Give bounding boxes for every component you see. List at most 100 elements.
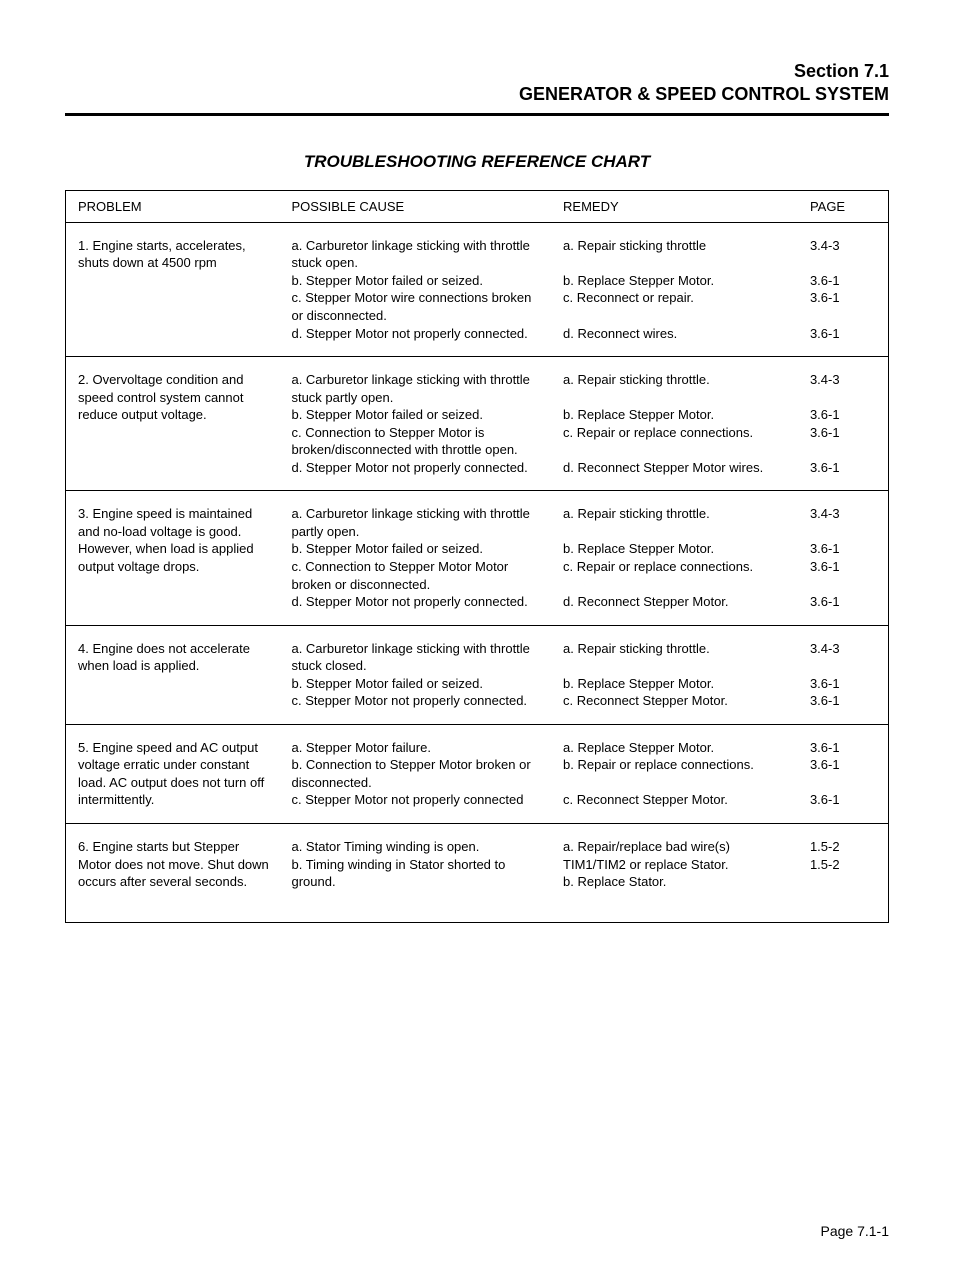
cause-item: d. Stepper Motor not properly connected. — [291, 325, 541, 343]
table-row: 4. Engine does not accelerate when load … — [66, 625, 889, 724]
cell-problem: 5. Engine speed and AC output voltage er… — [66, 724, 280, 823]
spacer — [563, 441, 788, 459]
spacer — [563, 576, 788, 594]
remedy-item: c. Repair or replace connections. — [563, 558, 788, 576]
cause-item: c. Connection to Stepper Motor Motor bro… — [291, 558, 541, 593]
page-ref-item: 3.6-1 — [810, 424, 878, 442]
section-title: GENERATOR & SPEED CONTROL SYSTEM — [65, 83, 889, 106]
remedy-item: b. Replace Stepper Motor. — [563, 272, 788, 290]
page-ref-item: 3.4-3 — [810, 237, 878, 255]
remedy-item: c. Reconnect or repair. — [563, 289, 788, 307]
cell-page: 3.6-13.6-1 3.6-1 — [798, 724, 889, 823]
page-ref-item: 3.6-1 — [810, 406, 878, 424]
table-row: 6. Engine starts but Stepper Motor does … — [66, 824, 889, 923]
table-header-row: PROBLEM POSSIBLE CAUSE REMEDY PAGE — [66, 190, 889, 222]
cause-item: c. Stepper Motor not properly connected. — [291, 692, 541, 710]
remedy-item: c. Reconnect Stepper Motor. — [563, 791, 788, 809]
spacer — [810, 523, 878, 541]
page-header: Section 7.1 GENERATOR & SPEED CONTROL SY… — [65, 60, 889, 116]
cause-item: c. Stepper Motor not properly connected — [291, 791, 541, 809]
page-ref-item: 3.4-3 — [810, 640, 878, 658]
page-ref-item: 3.6-1 — [810, 739, 878, 757]
spacer — [810, 254, 878, 272]
table-row: 5. Engine speed and AC output voltage er… — [66, 724, 889, 823]
cell-page: 3.4-3 3.6-13.6-1 — [798, 625, 889, 724]
spacer — [810, 389, 878, 407]
cause-item: c. Stepper Motor wire connections broken… — [291, 289, 541, 324]
cell-cause: a. Carburetor linkage sticking with thro… — [279, 491, 551, 625]
cell-problem: 2. Overvoltage condition and speed contr… — [66, 357, 280, 491]
remedy-item: a. Repair sticking throttle. — [563, 505, 788, 523]
cell-remedy: a. Repair sticking throttle. b. Replace … — [551, 357, 798, 491]
table-body: 1. Engine starts, accelerates, shuts dow… — [66, 222, 889, 922]
cause-item: c. Connection to Stepper Motor is broken… — [291, 424, 541, 459]
col-header-problem: PROBLEM — [66, 190, 280, 222]
cell-problem: 1. Engine starts, accelerates, shuts dow… — [66, 222, 280, 356]
page-ref-item: 3.6-1 — [810, 325, 878, 343]
spacer — [563, 891, 788, 909]
cause-item: b. Stepper Motor failed or seized. — [291, 675, 541, 693]
cell-page: 3.4-3 3.6-13.6-1 3.6-1 — [798, 357, 889, 491]
remedy-item: b. Replace Stepper Motor. — [563, 406, 788, 424]
page-ref-item: 1.5-2 — [810, 856, 878, 874]
cause-item: a. Stator Timing winding is open. — [291, 838, 541, 856]
cell-remedy: a. Repair sticking throttle. b. Replace … — [551, 491, 798, 625]
spacer — [810, 441, 878, 459]
cause-item: b. Stepper Motor failed or seized. — [291, 540, 541, 558]
cause-item: d. Stepper Motor not properly connected. — [291, 593, 541, 611]
page-ref-item: 3.6-1 — [810, 289, 878, 307]
cell-cause: a. Stepper Motor failure.b. Connection t… — [279, 724, 551, 823]
spacer — [810, 873, 878, 891]
page-ref-item: 3.6-1 — [810, 692, 878, 710]
cause-item: a. Carburetor linkage sticking with thro… — [291, 371, 541, 406]
spacer — [810, 307, 878, 325]
cause-item: a. Stepper Motor failure. — [291, 739, 541, 757]
cell-problem: 4. Engine does not accelerate when load … — [66, 625, 280, 724]
page-ref-item: 3.6-1 — [810, 540, 878, 558]
cell-problem: 6. Engine starts but Stepper Motor does … — [66, 824, 280, 923]
cell-cause: a. Carburetor linkage sticking with thro… — [279, 357, 551, 491]
remedy-item: d. Reconnect Stepper Motor. — [563, 593, 788, 611]
spacer — [810, 576, 878, 594]
table-row: 1. Engine starts, accelerates, shuts dow… — [66, 222, 889, 356]
table-row: 2. Overvoltage condition and speed contr… — [66, 357, 889, 491]
remedy-item: a. Replace Stepper Motor. — [563, 739, 788, 757]
remedy-item: c. Repair or replace connections. — [563, 424, 788, 442]
page-ref-item: 3.6-1 — [810, 558, 878, 576]
table-row: 3. Engine speed is maintained and no-loa… — [66, 491, 889, 625]
page-ref-item: 3.6-1 — [810, 272, 878, 290]
spacer — [563, 307, 788, 325]
chart-title: TROUBLESHOOTING REFERENCE CHART — [65, 152, 889, 172]
cause-item: d. Stepper Motor not properly connected. — [291, 459, 541, 477]
cell-page: 1.5-21.5-2 — [798, 824, 889, 923]
col-header-page: PAGE — [798, 190, 889, 222]
section-label: Section 7.1 — [65, 60, 889, 83]
troubleshooting-table: PROBLEM POSSIBLE CAUSE REMEDY PAGE 1. En… — [65, 190, 889, 923]
remedy-item: b. Repair or replace connections. — [563, 756, 788, 774]
cell-remedy: a. Repair/replace bad wire(s) TIM1/TIM2 … — [551, 824, 798, 923]
cause-item: b. Timing winding in Stator shorted to g… — [291, 856, 541, 891]
page-ref-item: 1.5-2 — [810, 838, 878, 856]
spacer — [563, 389, 788, 407]
cell-cause: a. Carburetor linkage sticking with thro… — [279, 222, 551, 356]
remedy-item: d. Reconnect wires. — [563, 325, 788, 343]
spacer — [563, 657, 788, 675]
remedy-item: b. Replace Stepper Motor. — [563, 540, 788, 558]
col-header-remedy: REMEDY — [551, 190, 798, 222]
spacer — [810, 657, 878, 675]
remedy-item: c. Reconnect Stepper Motor. — [563, 692, 788, 710]
cell-page: 3.4-3 3.6-13.6-1 3.6-1 — [798, 491, 889, 625]
cell-remedy: a. Replace Stepper Motor.b. Repair or re… — [551, 724, 798, 823]
page-ref-item: 3.6-1 — [810, 593, 878, 611]
remedy-item: a. Repair sticking throttle — [563, 237, 788, 255]
remedy-item: a. Repair sticking throttle. — [563, 640, 788, 658]
cell-cause: a. Stator Timing winding is open.b. Timi… — [279, 824, 551, 923]
remedy-item: d. Reconnect Stepper Motor wires. — [563, 459, 788, 477]
cell-remedy: a. Repair sticking throttle. b. Replace … — [551, 625, 798, 724]
page-ref-item: 3.4-3 — [810, 371, 878, 389]
page-ref-item: 3.6-1 — [810, 459, 878, 477]
cause-item: a. Carburetor linkage sticking with thro… — [291, 640, 541, 675]
cell-cause: a. Carburetor linkage sticking with thro… — [279, 625, 551, 724]
page-ref-item: 3.6-1 — [810, 675, 878, 693]
spacer — [810, 774, 878, 792]
